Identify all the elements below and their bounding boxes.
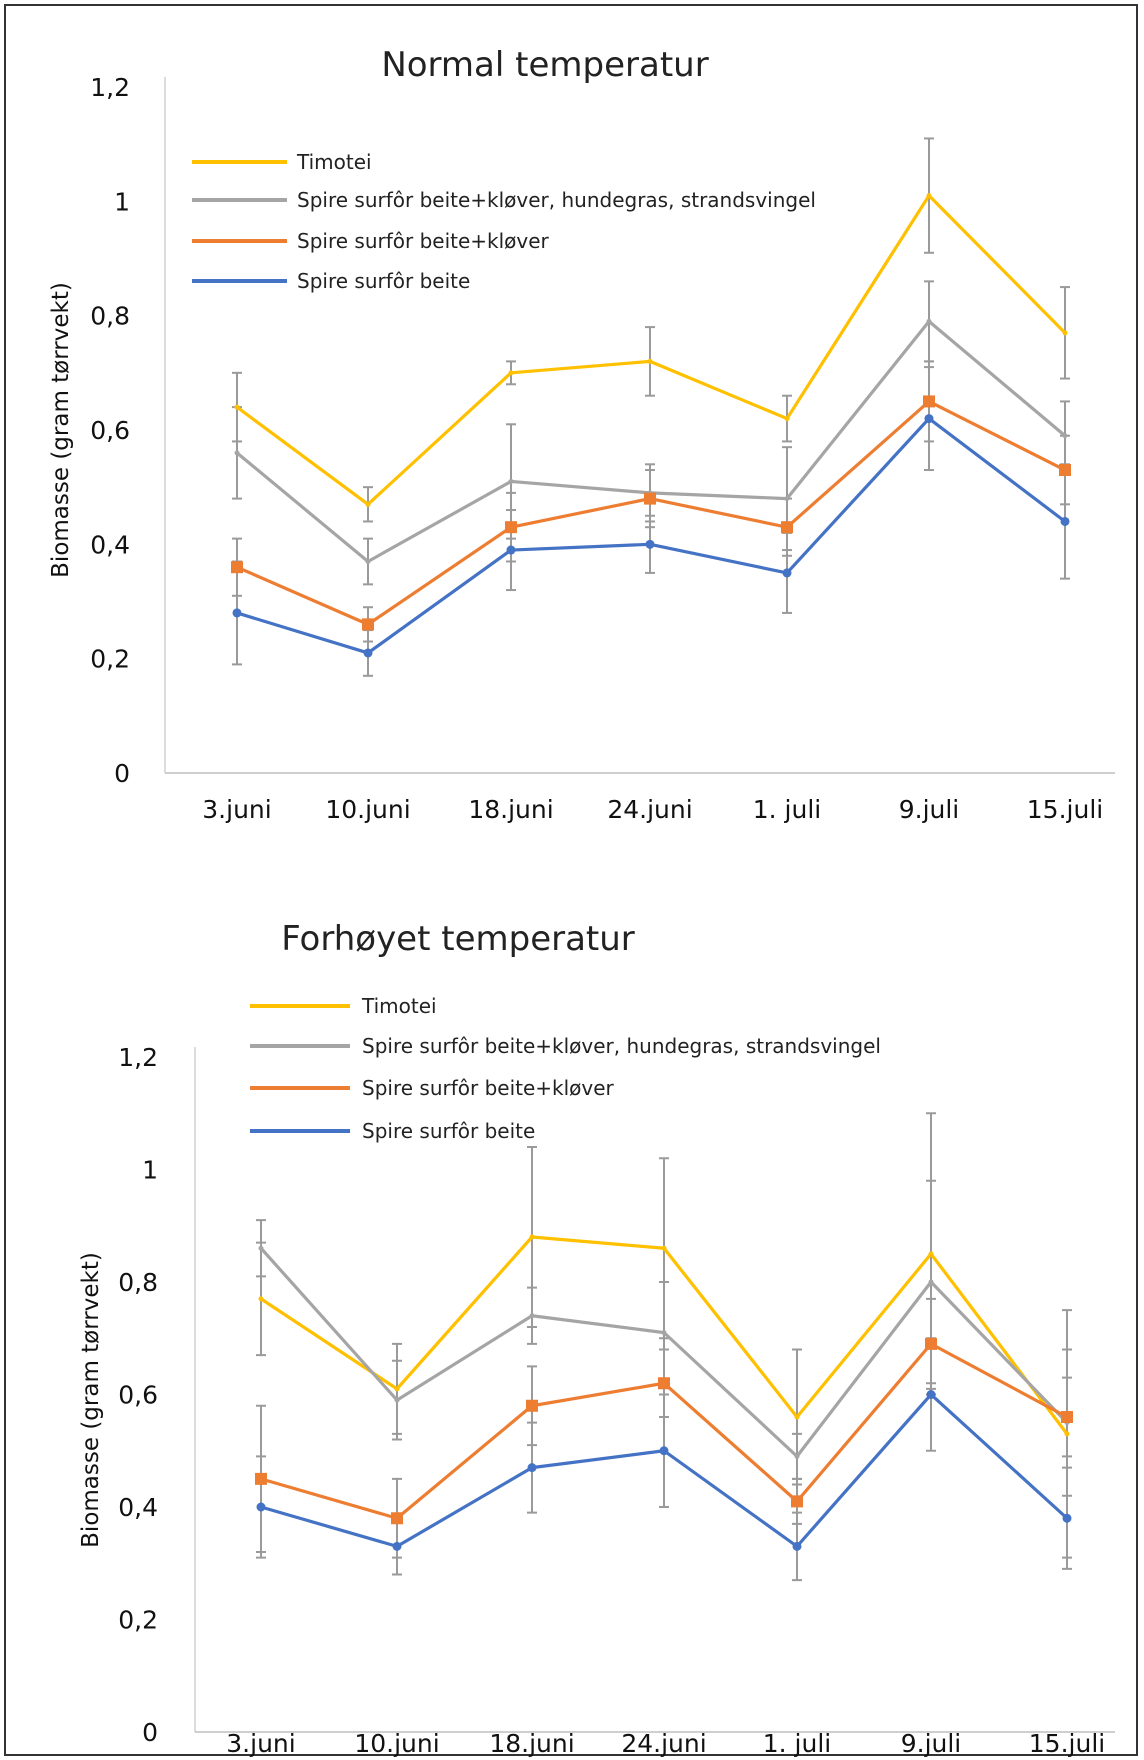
data-point xyxy=(234,404,240,410)
legend-label: Timotei xyxy=(296,150,372,174)
data-point xyxy=(527,1463,537,1473)
y-tick-label: 0,8 xyxy=(90,302,130,331)
data-point xyxy=(1060,516,1070,526)
data-point xyxy=(394,1386,400,1392)
x-tick-label: 9.juli xyxy=(901,1729,962,1758)
chart-title: Forhøyet temperatur xyxy=(281,919,635,959)
y-tick-label: 0,2 xyxy=(90,645,130,674)
data-point xyxy=(658,1377,670,1390)
y-axis-label: Biomasse (gram tørrvekt) xyxy=(48,282,74,578)
y-tick-label: 1 xyxy=(114,187,130,216)
data-point xyxy=(926,318,932,324)
data-point xyxy=(794,1414,800,1420)
data-point xyxy=(926,1390,936,1399)
x-tick-label: 15.juli xyxy=(1029,1729,1105,1758)
data-point xyxy=(529,1313,535,1319)
y-tick-label: 0,4 xyxy=(118,1493,158,1522)
data-point xyxy=(659,1446,669,1456)
data-point xyxy=(365,558,371,564)
data-point xyxy=(794,1453,800,1459)
x-tick-label: 1. juli xyxy=(763,1729,831,1758)
y-tick-label: 0 xyxy=(142,1718,158,1747)
x-tick-label: 10.juni xyxy=(325,795,410,824)
data-point xyxy=(506,545,516,555)
data-point xyxy=(928,1279,934,1285)
x-tick-label: 3.juni xyxy=(226,1729,295,1758)
data-point xyxy=(792,1541,802,1551)
legend-label: Timotei xyxy=(361,994,437,1018)
data-point xyxy=(1064,1431,1070,1437)
x-tick-label: 18.juni xyxy=(468,795,553,824)
data-point xyxy=(234,450,240,456)
x-tick-label: 10.juni xyxy=(354,1729,439,1758)
data-point xyxy=(391,1512,403,1525)
data-point xyxy=(505,521,517,534)
data-point xyxy=(784,416,790,422)
data-point xyxy=(365,501,371,507)
x-tick-label: 15.juli xyxy=(1027,795,1103,824)
data-point xyxy=(232,608,242,618)
x-tick-label: 18.juni xyxy=(489,1729,574,1758)
legend-label: Spire surfôr beite+kløver, hundegras, st… xyxy=(362,1034,881,1058)
data-point xyxy=(526,1399,538,1412)
data-point xyxy=(928,1251,934,1257)
y-tick-label: 0,2 xyxy=(118,1606,158,1635)
x-tick-label: 24.juni xyxy=(607,795,692,824)
legend-label: Spire surfôr beite+kløver, hundegras, st… xyxy=(297,188,816,212)
data-point xyxy=(1062,433,1068,439)
data-point xyxy=(923,395,935,408)
data-point xyxy=(231,561,243,574)
x-tick-label: 9.juli xyxy=(899,795,960,824)
data-point xyxy=(645,539,655,549)
data-point xyxy=(256,1502,266,1512)
data-point xyxy=(363,648,373,658)
data-point xyxy=(508,478,514,484)
chart-title: Normal temperatur xyxy=(381,45,708,85)
data-point xyxy=(925,1337,937,1350)
data-point xyxy=(258,1245,264,1251)
data-point xyxy=(394,1397,400,1403)
legend-label: Spire surfôr beite xyxy=(362,1119,535,1143)
data-point xyxy=(508,370,514,376)
data-point xyxy=(661,1245,667,1251)
y-tick-label: 0,4 xyxy=(90,530,130,559)
legend-label: Spire surfôr beite+kløver xyxy=(297,229,550,253)
y-tick-label: 1 xyxy=(142,1156,158,1185)
data-point xyxy=(784,496,790,502)
data-point xyxy=(529,1234,535,1240)
data-point xyxy=(255,1472,267,1485)
data-point xyxy=(647,358,653,364)
data-point xyxy=(644,492,656,505)
y-axis-label: Biomasse (gram tørrvekt) xyxy=(78,1252,104,1548)
data-point xyxy=(1061,1411,1073,1423)
y-tick-label: 1,2 xyxy=(118,1043,158,1072)
data-point xyxy=(1062,1513,1072,1523)
data-point xyxy=(362,618,374,631)
data-point xyxy=(661,1330,667,1336)
legend-label: Spire surfôr beite xyxy=(297,269,470,293)
data-point xyxy=(392,1541,402,1551)
x-tick-label: 24.juni xyxy=(621,1729,706,1758)
legend-label: Spire surfôr beite+kløver xyxy=(362,1076,615,1100)
y-tick-label: 0,6 xyxy=(118,1381,158,1410)
x-tick-label: 1. juli xyxy=(753,795,821,824)
data-point xyxy=(1059,464,1071,477)
data-point xyxy=(1062,330,1068,336)
data-point xyxy=(781,521,793,534)
y-tick-label: 0,6 xyxy=(90,416,130,445)
y-tick-label: 1,2 xyxy=(90,73,130,102)
data-point xyxy=(258,1296,264,1302)
x-tick-label: 3.juni xyxy=(202,795,271,824)
data-point xyxy=(782,568,792,578)
data-point xyxy=(924,414,934,424)
y-tick-label: 0 xyxy=(114,759,130,788)
y-tick-label: 0,8 xyxy=(118,1268,158,1297)
data-point xyxy=(791,1495,803,1508)
data-point xyxy=(926,193,932,199)
